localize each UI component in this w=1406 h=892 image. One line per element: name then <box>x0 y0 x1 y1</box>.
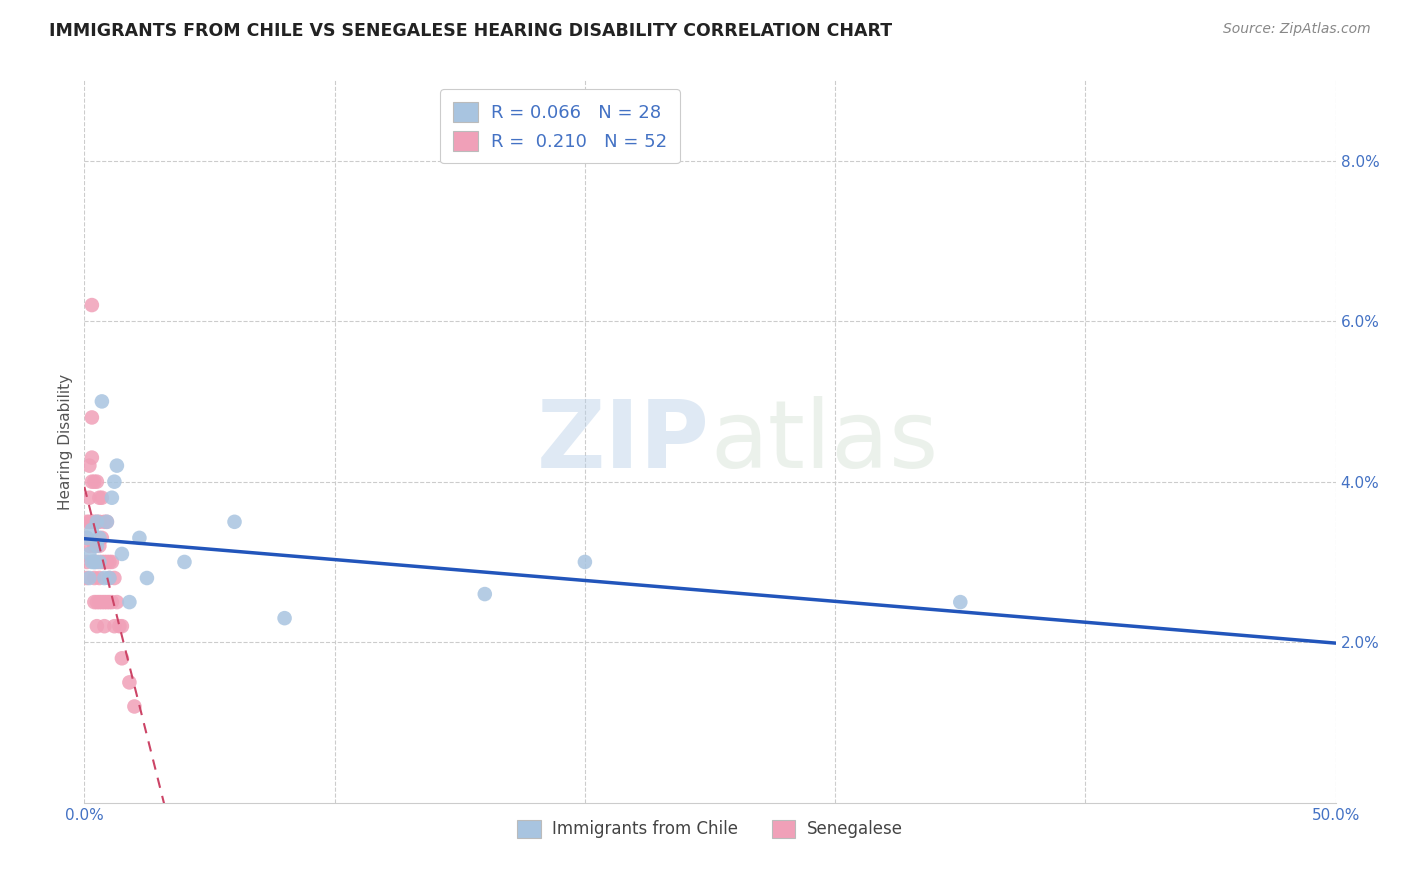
Point <box>96 515 118 529</box>
Point <box>86 555 108 569</box>
Point <box>79 547 101 561</box>
Point <box>83 555 105 569</box>
Point <box>98 571 121 585</box>
Point <box>173 555 195 569</box>
Point <box>103 475 125 489</box>
Point <box>89 491 111 505</box>
Point <box>86 595 108 609</box>
Point <box>86 619 108 633</box>
Point <box>83 515 105 529</box>
Y-axis label: Hearing Disability: Hearing Disability <box>58 374 73 509</box>
Point <box>111 547 134 561</box>
Point <box>111 619 134 633</box>
Text: IMMIGRANTS FROM CHILE VS SENEGALESE HEARING DISABILITY CORRELATION CHART: IMMIGRANTS FROM CHILE VS SENEGALESE HEAR… <box>49 22 893 40</box>
Point <box>93 595 115 609</box>
Point <box>83 539 105 553</box>
Point <box>80 555 103 569</box>
Point <box>89 571 111 585</box>
Point <box>90 491 112 505</box>
Point <box>224 515 246 529</box>
Point <box>93 619 115 633</box>
Point <box>79 571 101 585</box>
Point <box>96 595 118 609</box>
Point <box>105 595 128 609</box>
Point <box>98 571 121 585</box>
Point <box>76 515 98 529</box>
Point <box>80 475 103 489</box>
Point <box>76 571 98 585</box>
Point <box>101 555 124 569</box>
Point <box>124 699 146 714</box>
Point <box>83 475 105 489</box>
Point <box>79 491 101 505</box>
Point <box>273 611 295 625</box>
Point <box>574 555 596 569</box>
Point <box>118 595 141 609</box>
Point <box>89 595 111 609</box>
Point <box>128 531 150 545</box>
Point <box>101 595 124 609</box>
Point <box>76 531 98 545</box>
Point <box>79 458 101 473</box>
Point <box>98 555 121 569</box>
Point <box>86 475 108 489</box>
Point <box>86 515 108 529</box>
Point <box>103 619 125 633</box>
Text: Source: ZipAtlas.com: Source: ZipAtlas.com <box>1223 22 1371 37</box>
Point <box>89 539 111 553</box>
Point <box>111 651 134 665</box>
Point <box>89 531 111 545</box>
Point <box>136 571 159 585</box>
Point <box>90 394 112 409</box>
Point <box>83 571 105 585</box>
Point <box>98 595 121 609</box>
Point <box>474 587 496 601</box>
Point <box>80 450 103 465</box>
Point <box>101 491 124 505</box>
Point <box>90 595 112 609</box>
Point <box>83 555 105 569</box>
Point <box>79 515 101 529</box>
Point <box>90 555 112 569</box>
Point <box>108 619 131 633</box>
Point <box>80 410 103 425</box>
Point <box>76 555 98 569</box>
Point <box>103 571 125 585</box>
Text: ZIP: ZIP <box>537 395 710 488</box>
Point <box>93 571 115 585</box>
Legend: Immigrants from Chile, Senegalese: Immigrants from Chile, Senegalese <box>510 813 910 845</box>
Point <box>76 531 98 545</box>
Point <box>83 595 105 609</box>
Point <box>80 298 103 312</box>
Point <box>96 555 118 569</box>
Point <box>80 523 103 537</box>
Point <box>118 675 141 690</box>
Point <box>96 515 118 529</box>
Point <box>79 539 101 553</box>
Text: atlas: atlas <box>710 395 938 488</box>
Point <box>89 515 111 529</box>
Point <box>90 531 112 545</box>
Point <box>86 515 108 529</box>
Point <box>93 555 115 569</box>
Point <box>80 515 103 529</box>
Point <box>93 515 115 529</box>
Point <box>86 539 108 553</box>
Point <box>105 458 128 473</box>
Point <box>949 595 972 609</box>
Point <box>89 555 111 569</box>
